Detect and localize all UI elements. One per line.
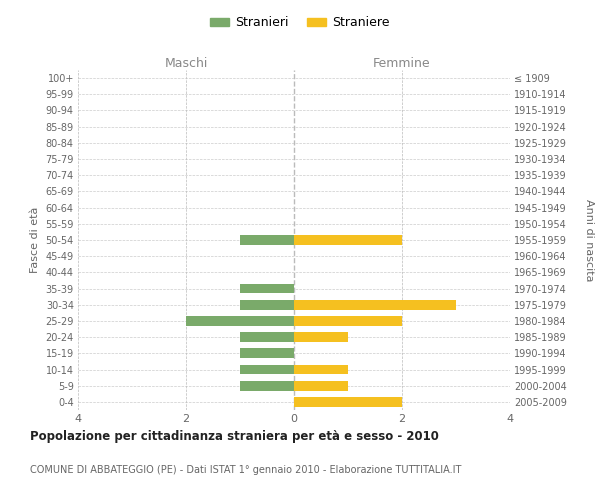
Y-axis label: Anni di nascita: Anni di nascita <box>584 198 594 281</box>
Bar <box>294 397 402 407</box>
Bar <box>294 316 402 326</box>
Bar <box>294 381 348 390</box>
Text: Femmine: Femmine <box>373 57 431 70</box>
Text: Maschi: Maschi <box>164 57 208 70</box>
Bar <box>240 300 294 310</box>
Bar <box>294 332 348 342</box>
Text: Popolazione per cittadinanza straniera per età e sesso - 2010: Popolazione per cittadinanza straniera p… <box>30 430 439 443</box>
Bar <box>186 316 294 326</box>
Bar <box>294 235 402 245</box>
Bar <box>240 235 294 245</box>
Bar <box>240 332 294 342</box>
Bar <box>240 284 294 294</box>
Bar <box>240 381 294 390</box>
Bar <box>294 364 348 374</box>
Text: COMUNE DI ABBATEGGIO (PE) - Dati ISTAT 1° gennaio 2010 - Elaborazione TUTTITALIA: COMUNE DI ABBATEGGIO (PE) - Dati ISTAT 1… <box>30 465 461 475</box>
Y-axis label: Fasce di età: Fasce di età <box>30 207 40 273</box>
Legend: Stranieri, Straniere: Stranieri, Straniere <box>205 11 395 34</box>
Bar <box>294 300 456 310</box>
Bar <box>240 348 294 358</box>
Bar <box>240 364 294 374</box>
